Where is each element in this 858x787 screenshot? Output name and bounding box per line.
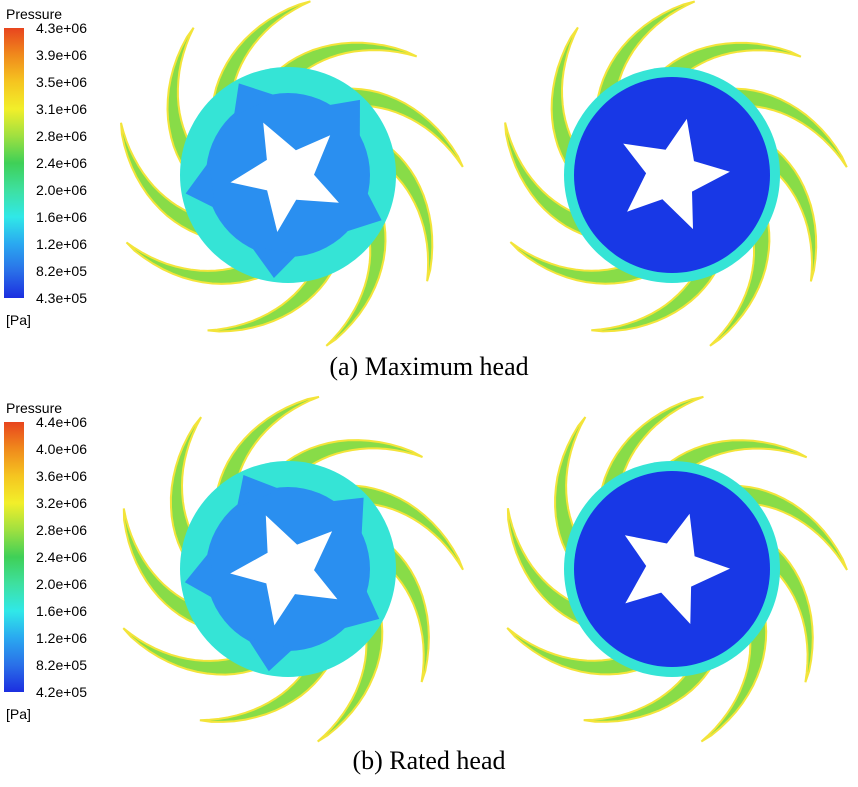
color-swatch [4, 449, 24, 476]
legend-tick-label: 1.2e+06 [36, 630, 87, 646]
panel-maximum-head: Pressure 4.3e+06 3.9e+06 3.5e+06 3.1e+06 2.8… [0, 0, 858, 393]
legend-title: Pressure [6, 6, 63, 22]
color-swatch [4, 530, 24, 557]
hub-eye [230, 122, 339, 232]
legend-tick-label: 3.9e+06 [36, 47, 87, 63]
color-swatch [4, 109, 24, 136]
legend-tick-label: 3.1e+06 [36, 101, 87, 117]
legend-title: Pressure [6, 400, 63, 416]
color-swatch [4, 163, 24, 190]
hub-eye [623, 118, 730, 230]
color-swatch [4, 82, 24, 109]
legend-tick-label: 3.2e+06 [36, 495, 87, 511]
color-swatch [4, 271, 24, 298]
color-swatch [4, 422, 24, 449]
legend-tick-label: 2.0e+06 [36, 182, 87, 198]
color-swatch [4, 244, 24, 271]
legend-unit: [Pa] [6, 312, 31, 328]
pressure-band [184, 551, 214, 599]
pressure-band [340, 588, 380, 630]
legend-tick-label: 1.6e+06 [36, 603, 87, 619]
color-swatch [4, 190, 24, 217]
legend-tick-label: 3.5e+06 [36, 74, 87, 90]
pressure-band [233, 83, 277, 117]
legend-tick-label: 1.6e+06 [36, 209, 87, 225]
legend-tick-label: 3.6e+06 [36, 468, 87, 484]
color-swatch [4, 136, 24, 163]
legend-tick-label: 2.8e+06 [36, 128, 87, 144]
panel-rated-head: Pressure 4.4e+06 4.0e+06 3.6e+06 3.2e+06 2.8… [0, 394, 858, 787]
legend-tick-label: 2.4e+06 [36, 155, 87, 171]
color-swatch [4, 638, 24, 665]
color-swatch [4, 584, 24, 611]
legend-tick-label: 8.2e+05 [36, 263, 87, 279]
pressure-band [250, 245, 298, 279]
pressure-band [185, 161, 216, 209]
legend-tick-label: 4.3e+06 [36, 20, 87, 36]
color-swatch [4, 217, 24, 244]
legend-tick-label: 8.2e+05 [36, 657, 87, 673]
color-swatch [4, 665, 24, 692]
hub-eye [624, 513, 730, 624]
color-swatch [4, 28, 24, 55]
impeller-contour-left [122, 395, 464, 743]
legend-tick-label: 2.4e+06 [36, 549, 87, 565]
legend-tick-label: 4.2e+05 [36, 684, 87, 700]
color-swatch [4, 557, 24, 584]
impeller-contour-right [506, 395, 848, 743]
impeller-contour-right [504, 0, 848, 347]
legend-tick-label: 4.4e+06 [36, 414, 87, 430]
pressure-band [330, 497, 364, 538]
hub-eye [230, 515, 338, 626]
caption: (b) Rated head [352, 746, 506, 775]
pressure-band [236, 475, 281, 508]
color-swatch [4, 611, 24, 638]
legend-tick-label: 4.3e+05 [36, 290, 87, 306]
pressure-band [327, 99, 360, 140]
color-swatch [4, 476, 24, 503]
color-swatch [4, 503, 24, 530]
legend-tick-label: 2.0e+06 [36, 576, 87, 592]
legend-tick-label: 4.0e+06 [36, 441, 87, 457]
caption: (a) Maximum head [329, 352, 529, 381]
color-swatch [4, 55, 24, 82]
impeller-contour-left [120, 0, 464, 347]
pressure-band [343, 190, 382, 233]
legend-tick-label: 1.2e+06 [36, 236, 87, 252]
legend-tick-label: 2.8e+06 [36, 522, 87, 538]
legend-unit: [Pa] [6, 706, 31, 722]
pressure-band [247, 637, 294, 672]
